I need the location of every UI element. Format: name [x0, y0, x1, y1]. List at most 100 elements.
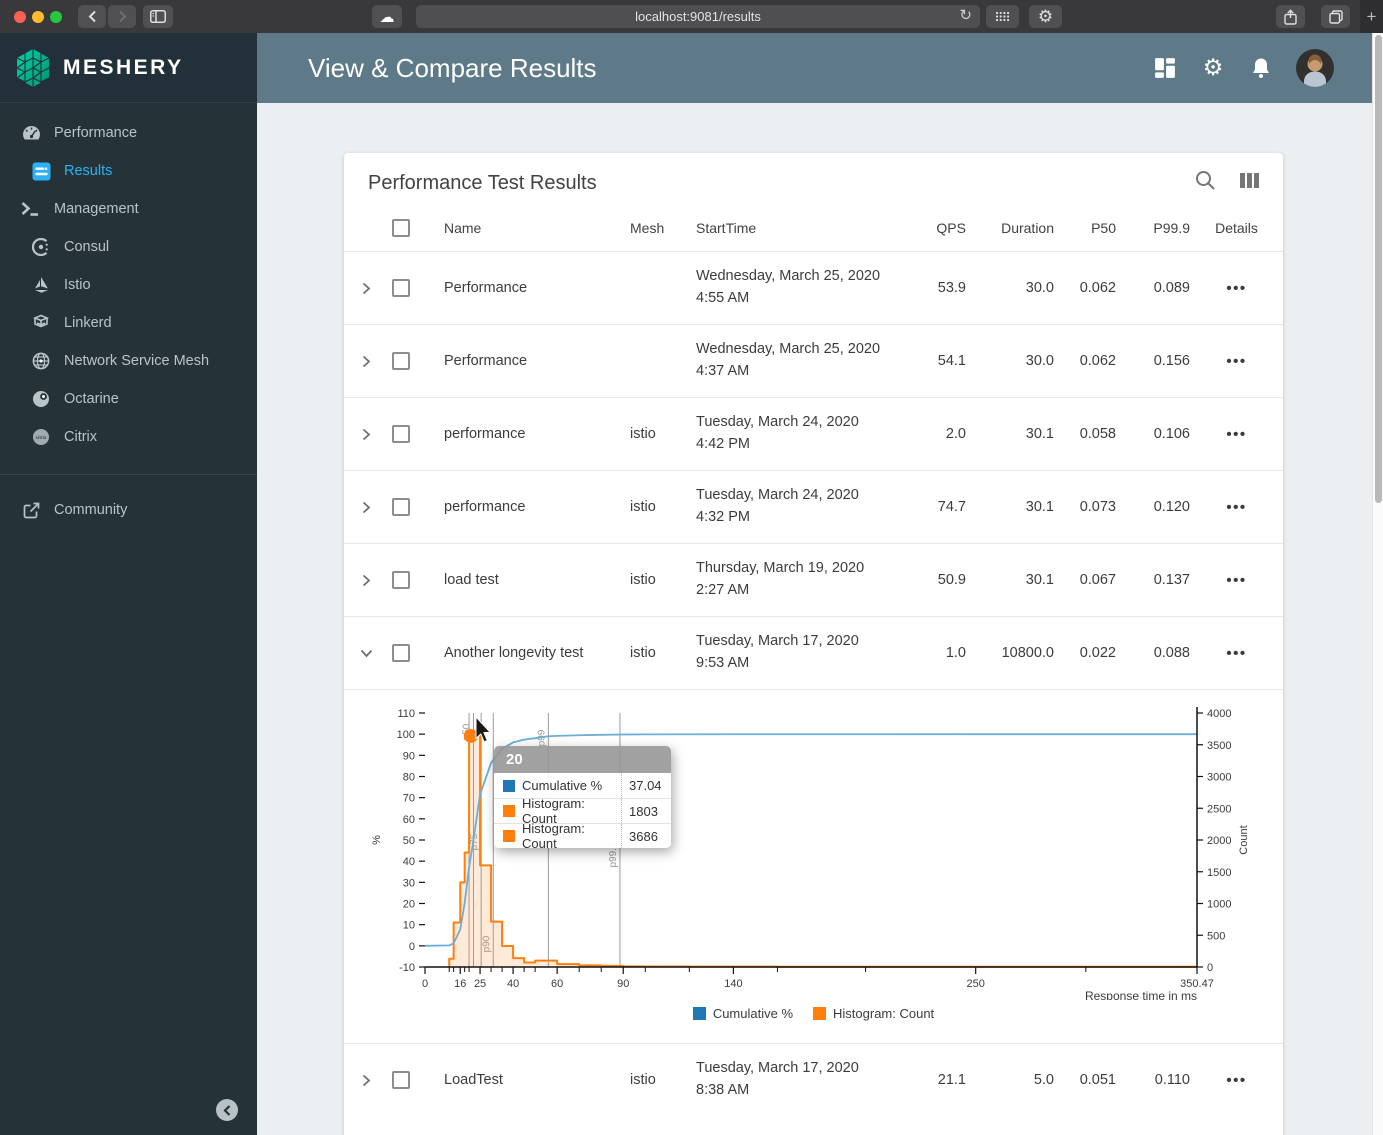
- table-row: performance istio Tuesday, March 24, 2020 …: [344, 470, 1283, 543]
- row-details-button[interactable]: •••: [1190, 572, 1283, 589]
- row-details-button[interactable]: •••: [1190, 280, 1283, 297]
- dashboard-icon[interactable]: [1152, 55, 1178, 81]
- tabs-icon: [1328, 9, 1343, 24]
- minimize-window-button[interactable]: [32, 10, 44, 23]
- cell-qps: 21.1: [937, 1072, 966, 1088]
- settings-chrome-button[interactable]: ⚙: [1029, 5, 1062, 28]
- table-header-col-qps[interactable]: QPS: [936, 220, 966, 236]
- legend-item[interactable]: Cumulative %: [692, 1006, 793, 1021]
- zoom-window-button[interactable]: [50, 10, 62, 23]
- expand-row-button[interactable]: [356, 351, 376, 371]
- table-header-col-starttime[interactable]: StartTime: [696, 219, 757, 236]
- sidebar-item-management[interactable]: Management: [0, 190, 257, 228]
- sidebar-item-citrix[interactable]: citrix Citrix: [0, 418, 257, 456]
- cell-name: Performance: [444, 353, 528, 369]
- expand-row-button[interactable]: [356, 278, 376, 298]
- svg-text:110: 110: [397, 708, 415, 720]
- expand-row-button[interactable]: [356, 497, 376, 517]
- row-checkbox[interactable]: [392, 425, 410, 443]
- cell-starttime: Tuesday, March 17, 2020 9:53 AM: [696, 633, 859, 671]
- refresh-icon[interactable]: ↻: [959, 6, 972, 24]
- row-checkbox[interactable]: [392, 1071, 410, 1089]
- chevron-left-icon: [88, 10, 96, 23]
- row-checkbox[interactable]: [392, 498, 410, 516]
- table-header-col-p999[interactable]: P99.9: [1153, 220, 1190, 236]
- cell-name: LoadTest: [444, 1072, 503, 1088]
- sidebar-item-community[interactable]: Community: [0, 491, 257, 529]
- forward-button[interactable]: [108, 5, 136, 28]
- sidebar-item-istio[interactable]: Istio: [0, 266, 257, 304]
- table-header-col-duration[interactable]: Duration: [1001, 220, 1054, 236]
- tooltip-row: Histogram: Count 1803: [494, 796, 671, 826]
- row-checkbox[interactable]: [392, 644, 410, 662]
- table-row: LoadTest istio Tuesday, March 17, 2020 8:3…: [344, 1043, 1283, 1116]
- svg-text:1500: 1500: [1207, 867, 1231, 879]
- sidebar: MESHERY Performance Results Management Cons…: [0, 33, 257, 1135]
- sidebar-item-network-service-mesh[interactable]: Network Service Mesh: [0, 342, 257, 380]
- view-columns-button[interactable]: [1240, 172, 1259, 194]
- svg-text:1000: 1000: [1207, 899, 1231, 911]
- tab-overview-button[interactable]: [1321, 5, 1350, 28]
- cell-mesh: istio: [630, 645, 656, 661]
- sidebar-icon: [150, 10, 166, 23]
- svg-text:0: 0: [1207, 962, 1213, 974]
- table-header-col-mesh[interactable]: Mesh: [630, 220, 665, 236]
- sidebar-item-performance[interactable]: Performance: [0, 114, 257, 152]
- row-details-button[interactable]: •••: [1190, 499, 1283, 516]
- icloud-tab-button[interactable]: ☁: [372, 5, 402, 28]
- page-scrollbar[interactable]: [1372, 33, 1383, 1135]
- table-header-col-name[interactable]: Name: [444, 220, 482, 236]
- gear-icon: ⚙: [1037, 6, 1054, 27]
- cell-mesh: istio: [630, 499, 656, 515]
- row-details-button[interactable]: •••: [1190, 1072, 1283, 1089]
- sidebar-item-octarine[interactable]: Octarine: [0, 380, 257, 418]
- table-row: Another longevity test istio Tuesday, Marc…: [344, 616, 1283, 689]
- settings-button[interactable]: ⚙: [1200, 55, 1226, 81]
- svg-text:250: 250: [967, 978, 985, 990]
- table-header-col-p50[interactable]: P50: [1091, 220, 1116, 236]
- more-options-icon: •••: [1226, 1071, 1247, 1089]
- back-button[interactable]: [78, 5, 106, 28]
- keyboard-grid-button[interactable]: [986, 5, 1019, 28]
- expand-row-button[interactable]: [356, 424, 376, 444]
- row-details-button[interactable]: •••: [1190, 645, 1283, 662]
- row-checkbox[interactable]: [392, 279, 410, 297]
- row-checkbox[interactable]: [392, 571, 410, 589]
- sidebar-toggle-button[interactable]: [143, 5, 173, 28]
- svg-text:0: 0: [422, 978, 428, 990]
- row-checkbox[interactable]: [392, 352, 410, 370]
- new-tab-button[interactable]: +: [1360, 0, 1383, 33]
- sidebar-collapse-button[interactable]: [216, 1099, 238, 1121]
- cell-p50: 0.062: [1079, 353, 1116, 369]
- plus-icon: +: [1366, 6, 1377, 26]
- table-header-col-details[interactable]: Details: [1215, 220, 1258, 236]
- address-bar[interactable]: localhost:9081/results ↻: [416, 5, 980, 28]
- close-window-button[interactable]: [14, 10, 26, 23]
- expand-row-button[interactable]: [356, 1070, 376, 1090]
- sidebar-item-label: Management: [54, 201, 139, 217]
- avatar[interactable]: [1296, 49, 1334, 87]
- legend-item[interactable]: Histogram: Count: [813, 1006, 934, 1021]
- search-button[interactable]: [1195, 170, 1216, 196]
- row-details-button[interactable]: •••: [1190, 426, 1283, 443]
- collapse-row-button[interactable]: [356, 643, 376, 663]
- sidebar-item-consul[interactable]: Consul: [0, 228, 257, 266]
- expand-row-button[interactable]: [356, 570, 376, 590]
- svg-text:350.47: 350.47: [1180, 978, 1214, 990]
- svg-text:p75: p75: [469, 833, 480, 850]
- svg-text:3500: 3500: [1207, 740, 1231, 752]
- linkerd-icon: [30, 314, 52, 332]
- svg-text:70: 70: [403, 793, 415, 805]
- scrollbar-thumb[interactable]: [1375, 35, 1382, 503]
- tooltip-series-label: Cumulative %: [522, 778, 603, 793]
- notifications-button[interactable]: [1248, 55, 1274, 81]
- cell-qps: 54.1: [937, 353, 966, 369]
- cell-p50: 0.022: [1079, 645, 1116, 661]
- cell-name: performance: [444, 499, 526, 515]
- row-details-button[interactable]: •••: [1190, 353, 1283, 370]
- brand-area[interactable]: MESHERY: [0, 33, 257, 103]
- select-all-checkbox[interactable]: [392, 219, 410, 237]
- sidebar-item-results[interactable]: Results: [0, 152, 257, 190]
- share-button[interactable]: [1276, 5, 1305, 28]
- sidebar-item-linkerd[interactable]: Linkerd: [0, 304, 257, 342]
